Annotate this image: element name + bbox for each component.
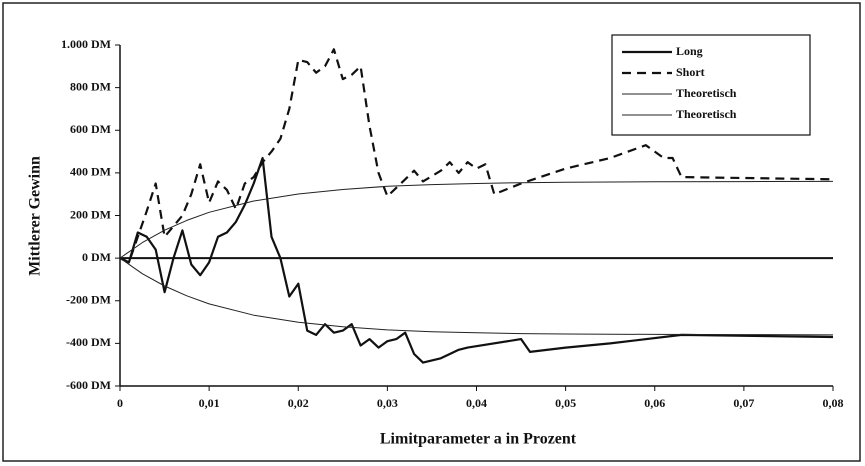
x-tick-label: 0,07 bbox=[733, 396, 754, 410]
x-tick-label: 0,05 bbox=[555, 396, 576, 410]
x-tick-label: 0,03 bbox=[377, 396, 398, 410]
y-tick-label: 1.000 DM bbox=[61, 37, 111, 51]
y-tick-label: -400 DM bbox=[66, 335, 111, 349]
y-tick-label: -600 DM bbox=[66, 378, 111, 392]
x-tick-label: 0,02 bbox=[288, 396, 309, 410]
y-tick-label: 0 DM bbox=[82, 250, 111, 264]
series-line bbox=[119, 257, 834, 336]
y-tick-label: 200 DM bbox=[70, 207, 111, 221]
legend-label: Theoretisch bbox=[676, 107, 737, 121]
x-tick-label: 0,01 bbox=[199, 396, 220, 410]
y-tick-label: -200 DM bbox=[66, 293, 111, 307]
legend-label: Theoretisch bbox=[676, 86, 737, 100]
y-tick-label: 600 DM bbox=[70, 122, 111, 136]
y-tick-label: 400 DM bbox=[70, 165, 111, 179]
y-axis-label: Mittlerer Gewinn bbox=[27, 156, 44, 276]
x-tick-label: 0,04 bbox=[466, 396, 487, 410]
x-axis-label: Limitparameter a in Prozent bbox=[380, 431, 577, 448]
y-tick-label: 800 DM bbox=[70, 79, 111, 93]
legend-label: Long bbox=[676, 44, 703, 58]
x-tick-label: 0 bbox=[117, 396, 123, 410]
series-line bbox=[119, 180, 834, 259]
series-line bbox=[119, 48, 834, 264]
series-line bbox=[119, 156, 834, 364]
x-tick-label: 0,06 bbox=[644, 396, 665, 410]
x-tick-label: 0,08 bbox=[823, 396, 844, 410]
legend-label: Short bbox=[676, 65, 705, 79]
